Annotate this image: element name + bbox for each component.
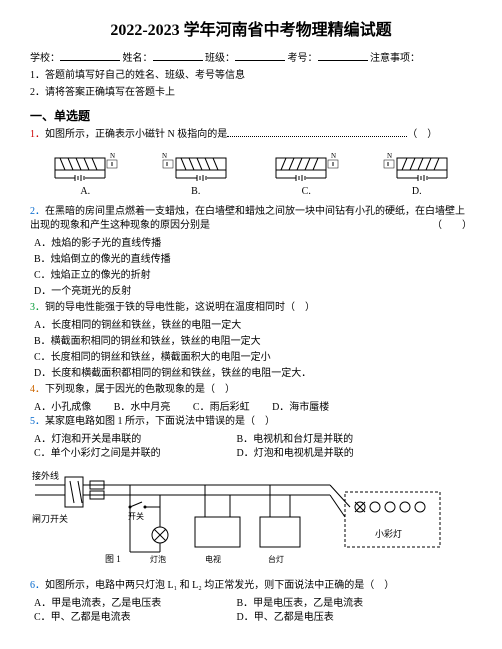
circuit-svg-icon: 接外线 闸刀开关 开关 灯泡 电视 台灯: [30, 467, 450, 567]
q5-opt-b: B．电视机和台灯是并联的: [237, 434, 354, 445]
q2-opt-d: D．一个亮斑光的反射: [34, 285, 472, 299]
opt-d-label: D.: [412, 186, 422, 197]
opt-a-label: A.: [80, 186, 90, 197]
class-label: 班级：: [205, 52, 235, 66]
tv-label: 电视: [205, 554, 221, 564]
coil-d-icon: N: [382, 148, 452, 183]
instruction-1: 1．答题前填写好自己的姓名、班级、考号等信息: [30, 69, 472, 83]
note-label: 注意事项：: [370, 52, 420, 66]
q3-opt-a: A．长度相同的铜丝和铁丝，铁丝的电阻一定大: [34, 319, 472, 333]
q2-text: 在黑暗的房间里点燃着一支蜡烛，在白墙壁和蜡烛之间放一块中间钻有小孔的硬纸，在白墙…: [30, 206, 465, 231]
q6-opt-d: D．甲、乙都是电压表: [237, 612, 334, 623]
section-1-title: 一、单选题: [30, 108, 472, 125]
q1-num: 1．: [30, 129, 45, 140]
question-3: 3．铜的导电性能强于铁的导电性能，这说明在温度相同时（ ）: [30, 301, 472, 315]
opt-c-label: C.: [302, 186, 311, 197]
coil-c-icon: N: [271, 148, 341, 183]
q5-options-row2: C．单个小彩灯之间是并联的 D．灯泡和电视机是并联的: [34, 447, 472, 461]
coil-option-d: N D.: [382, 148, 452, 199]
svg-text:N: N: [331, 152, 336, 160]
q5-opt-d: D．灯泡和电视机是并联的: [237, 448, 354, 459]
question-6: 6．如图所示，电路中两只灯泡 L₁ 和 L₂ 均正常发光，则下面说法中正确的是（…: [30, 579, 472, 593]
coil-a-icon: N: [50, 148, 120, 183]
svg-text:N: N: [387, 152, 392, 160]
q5-opt-c: C．单个小彩灯之间是并联的: [34, 447, 234, 461]
q2-opt-c: C．烛焰正立的像光的折射: [34, 269, 472, 283]
q5-options-row1: A．灯泡和开关是串联的 B．电视机和台灯是并联的: [34, 433, 472, 447]
lights-label: 小彩灯: [375, 529, 402, 539]
exam-label: 考号：: [288, 52, 318, 66]
q4-opt-d: D．海市蜃楼: [272, 401, 329, 415]
q3-opt-c: C．长度相同的铜丝和铁丝，横截面积大的电阻一定小: [34, 351, 472, 365]
q6-options-row1: A．甲是电流表，乙是电压表 B．甲是电压表，乙是电流表: [34, 597, 472, 611]
knife-switch-label: 闸刀开关: [32, 513, 68, 524]
q1-paren: （ ）: [407, 129, 437, 140]
q3-num: 3．: [30, 302, 45, 313]
coil-option-c: N C.: [271, 148, 341, 199]
q2-num: 2．: [30, 206, 45, 217]
coil-b-icon: N: [161, 148, 231, 183]
q2-opt-b: B．烛焰倒立的像光的直线传播: [34, 253, 472, 267]
coil-options-row: N A. N B.: [30, 148, 472, 199]
q5-text: 某家庭电路如图 1 所示，下面说法中错误的是（ ）: [45, 416, 275, 427]
question-1: 1．如图所示，正确表示小磁针 N 极指向的是 （ ）: [30, 128, 472, 142]
q1-text: 如图所示，正确表示小磁针 N 极指向的是: [45, 129, 227, 140]
figure-label: 图 1: [105, 554, 121, 564]
ground-label: 接外线: [32, 470, 59, 481]
q4-text: 下列现象，属于因光的色散现象的是（ ）: [45, 384, 235, 395]
question-2: 2．在黑暗的房间里点燃着一支蜡烛，在白墙壁和蜡烛之间放一块中间钻有小孔的硬纸，在…: [30, 205, 472, 233]
q6-text: 如图所示，电路中两只灯泡 L₁ 和 L₂ 均正常发光，则下面说法中正确的是（ ）: [45, 580, 394, 591]
q3-opt-d: D．长度和横截面积都相同的铜丝和铁丝，铁丝的电阻一定大．: [34, 367, 472, 381]
q4-opt-b: B．水中月亮: [114, 401, 171, 415]
school-label: 学校：: [30, 52, 60, 66]
q5-opt-a: A．灯泡和开关是串联的: [34, 433, 234, 447]
circuit-diagram: 接外线 闸刀开关 开关 灯泡 电视 台灯: [30, 467, 472, 572]
name-label: 姓名：: [123, 52, 153, 66]
question-5: 5．某家庭电路如图 1 所示，下面说法中错误的是（ ）: [30, 415, 472, 429]
lamp-label: 台灯: [268, 554, 284, 564]
page-title: 2022-2023 学年河南省中考物理精编试题: [30, 20, 472, 42]
q4-opt-c: C．雨后彩虹: [193, 401, 250, 415]
q3-text: 铜的导电性能强于铁的导电性能，这说明在温度相同时（ ）: [45, 302, 315, 313]
q6-opt-b: B．甲是电压表，乙是电流表: [237, 598, 364, 609]
coil-option-b: N B.: [161, 148, 231, 199]
q3-opt-b: B．横截面积相同的铜丝和铁丝，铁丝的电阻一定大: [34, 335, 472, 349]
bulb-label: 灯泡: [150, 554, 166, 564]
svg-text:N: N: [162, 152, 167, 160]
q4-num: 4．: [30, 384, 45, 395]
question-4: 4．下列现象，属于因光的色散现象的是（ ）: [30, 383, 472, 397]
q4-options-row: A．小孔成像 B．水中月亮 C．雨后彩虹 D．海市蜃楼: [34, 401, 472, 415]
q6-opt-c: C．甲、乙都是电流表: [34, 611, 234, 625]
opt-b-label: B.: [191, 186, 200, 197]
q2-opt-a: A．烛焰的影子光的直线传播: [34, 237, 472, 251]
instruction-2: 2．请将答案正确填写在答题卡上: [30, 86, 472, 100]
q5-num: 5．: [30, 416, 45, 427]
q2-paren: （ ）: [432, 219, 472, 233]
svg-text:N: N: [110, 152, 115, 160]
student-info-row: 学校： 姓名： 班级： 考号： 注意事项：: [30, 52, 472, 66]
q6-opt-a: A．甲是电流表，乙是电压表: [34, 597, 234, 611]
q6-options-row2: C．甲、乙都是电流表 D．甲、乙都是电压表: [34, 611, 472, 625]
q4-opt-a: A．小孔成像: [34, 401, 91, 415]
q6-num: 6．: [30, 580, 45, 591]
q1-blank: [227, 136, 407, 137]
coil-option-a: N A.: [50, 148, 120, 199]
